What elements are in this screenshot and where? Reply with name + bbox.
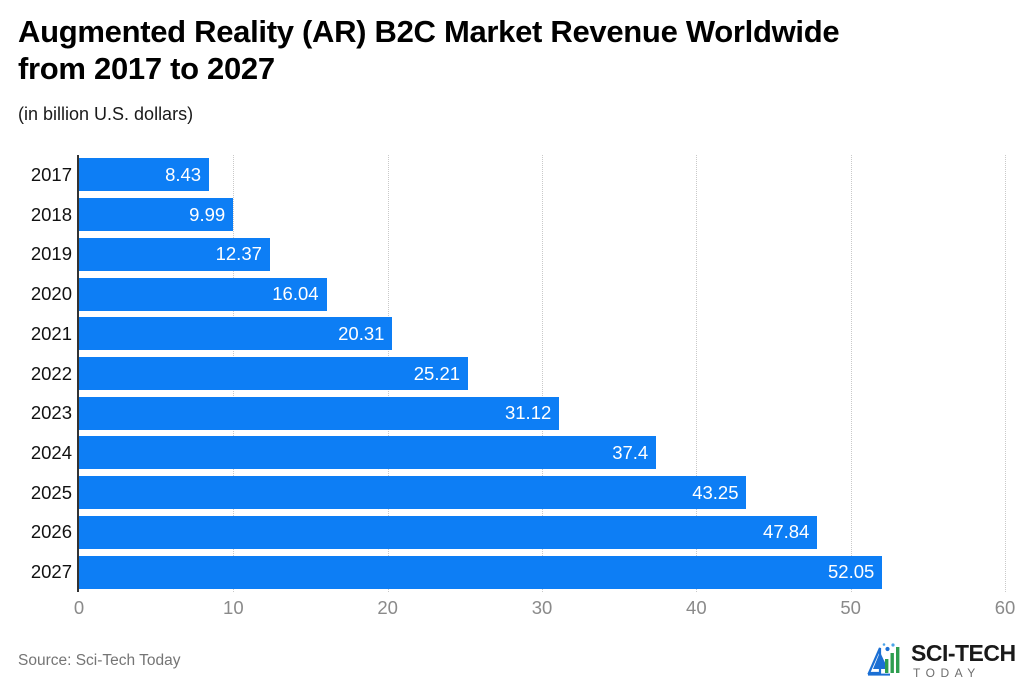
bar-value-label: 52.05: [828, 561, 875, 583]
chart-footer: Source: Sci-Tech Today SCI-TECH: [0, 630, 1024, 689]
bar-value-label: 47.84: [763, 521, 810, 543]
gridline: [1005, 155, 1007, 592]
x-tick-label: 50: [840, 597, 861, 618]
y-tick-label: 2027: [30, 561, 72, 583]
bar-value-label: 16.04: [272, 283, 319, 305]
chart-subtitle: (in billion U.S. dollars): [18, 103, 194, 124]
bar[interactable]: [79, 158, 210, 192]
x-tick-label: 20: [377, 597, 398, 618]
x-tick-label: 10: [223, 597, 244, 618]
plot-area: 8.43 9.99 12.37 16.04 20.31 25.21 31.12 37.4 43.…: [77, 155, 1007, 592]
y-tick-label: 2018: [30, 203, 72, 225]
bar-row[interactable]: 16.04: [79, 277, 1005, 311]
x-tick-label: 0: [73, 597, 85, 618]
bar-value-label: 31.12: [504, 402, 552, 424]
bar-row[interactable]: 47.84: [79, 515, 1005, 549]
bar-row[interactable]: 43.25: [79, 476, 1005, 510]
y-tick-label: 2022: [30, 362, 72, 384]
bar-value-label: 20.31: [338, 322, 385, 344]
bar[interactable]: [79, 317, 393, 351]
brand-tagline: TODAY: [913, 665, 981, 680]
y-axis: 2017 2018 2019 2020 2021 2022 2023 2024 2025 2026…: [0, 155, 72, 592]
bar-row[interactable]: 37.4: [79, 436, 1005, 470]
bar-value-label: 25.21: [413, 362, 461, 384]
bar-row[interactable]: 31.12: [79, 396, 1005, 430]
y-axis-line: [77, 155, 79, 592]
bar[interactable]: [79, 396, 560, 430]
x-tick-label: 40: [686, 597, 707, 618]
mountain-chart-icon: [866, 639, 906, 682]
bar-row[interactable]: 8.43: [79, 158, 1005, 192]
bar[interactable]: [79, 357, 469, 390]
bar[interactable]: [79, 476, 747, 510]
chart-plot-region: 2017 2018 2019 2020 2021 2022 2023 2024 2025 2026…: [0, 155, 1024, 630]
bar[interactable]: [79, 198, 234, 232]
bar[interactable]: [79, 515, 818, 549]
page-title: Augmented Reality (AR) B2C Market Revenu…: [18, 14, 840, 86]
y-tick-label: 2024: [30, 441, 72, 463]
bar[interactable]: [79, 237, 270, 271]
bar-row[interactable]: 52.05: [79, 555, 1005, 589]
y-tick-label: 2017: [30, 163, 72, 185]
y-tick-label: 2023: [30, 402, 72, 424]
gridline: [542, 155, 544, 592]
bar-row[interactable]: 9.99: [79, 198, 1005, 232]
bar-value-label: 12.37: [215, 243, 262, 265]
gridline: [696, 155, 698, 592]
bar-row[interactable]: 20.31: [79, 317, 1005, 351]
bar-row[interactable]: 12.37: [79, 237, 1005, 271]
x-axis: 0 10 20 30 40 50 60: [74, 597, 1015, 629]
x-tick-label: 60: [994, 597, 1016, 618]
bar[interactable]: [79, 436, 657, 470]
bar[interactable]: [79, 277, 327, 311]
y-tick-label: 2026: [30, 521, 72, 543]
bar-value-label: 37.4: [612, 441, 649, 463]
y-tick-label: 2025: [30, 481, 72, 503]
brand-name: SCI-TECH: [911, 639, 1016, 666]
x-tick-label: 30: [531, 597, 553, 618]
bar-value-label: 43.25: [692, 481, 739, 503]
chart-header: Augmented Reality (AR) B2C Market Revenu…: [18, 14, 978, 125]
y-tick-label: 2021: [30, 322, 72, 344]
bar-value-label: 9.99: [189, 203, 226, 225]
brand-logo: SCI-TECH TODAY: [866, 638, 1016, 682]
bar[interactable]: [79, 555, 883, 589]
brand-wordmark: SCI-TECH TODAY: [911, 639, 1016, 680]
bar-value-label: 8.43: [165, 163, 202, 185]
gridline: [850, 155, 853, 592]
y-tick-label: 2020: [30, 283, 72, 305]
bar-row[interactable]: 25.21: [79, 357, 1005, 390]
y-tick-label: 2019: [30, 243, 72, 265]
source-note: Source: Sci-Tech Today: [18, 652, 181, 669]
